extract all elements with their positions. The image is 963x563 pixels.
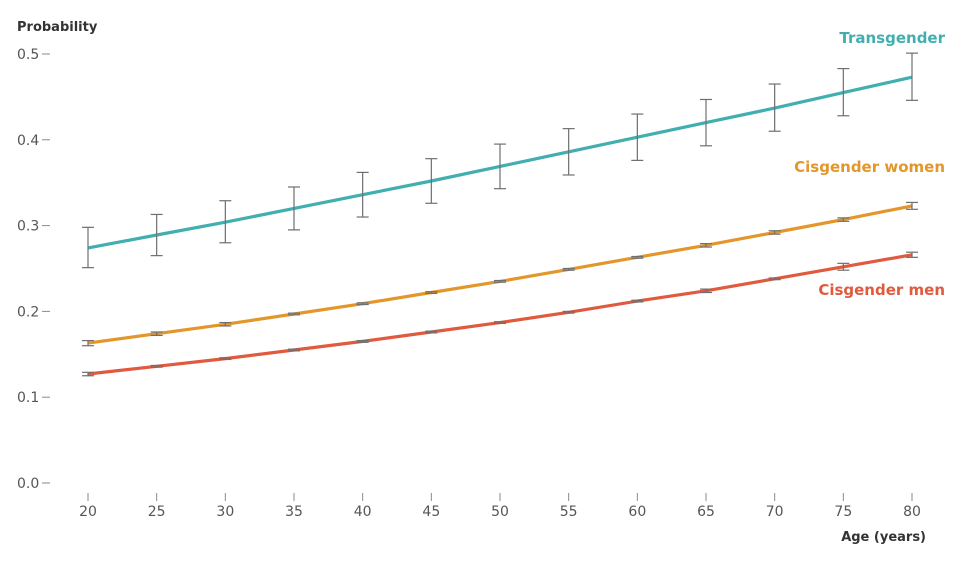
error-bar: [219, 321, 232, 327]
error-bar: [631, 113, 644, 161]
error-bar: [425, 158, 438, 204]
y-tick-label: 0.1: [17, 390, 39, 406]
series-label: Transgender: [839, 29, 945, 47]
error-bar: [906, 201, 918, 210]
error-bar: [494, 321, 506, 325]
error-bar: [82, 339, 94, 347]
y-tick-label: 0.4: [17, 133, 39, 149]
x-tick-label: 35: [285, 504, 303, 520]
error-bar: [768, 83, 781, 132]
error-bar: [288, 186, 300, 231]
error-bar: [82, 226, 94, 269]
error-bar: [219, 357, 232, 361]
error-bar: [906, 52, 918, 101]
error-bar: [425, 330, 438, 334]
error-bar: [837, 67, 850, 117]
x-tick-label: 20: [79, 504, 97, 520]
series-label: Cisgender women: [794, 158, 945, 176]
error-bar: [288, 312, 300, 316]
error-bar: [219, 200, 232, 244]
axes: 0.0 0.1 0.2 0.3 0.4 0.5 20 25 30 35 40 45 50 55 60 65 70…: [17, 47, 921, 520]
error-bar: [631, 255, 644, 259]
error-bar: [562, 128, 575, 176]
series-lines: [87, 75, 913, 376]
x-tick-label: 40: [354, 504, 372, 520]
x-tick-label: 45: [422, 504, 440, 520]
x-tick-label: 75: [834, 504, 852, 520]
error-bar: [150, 331, 163, 337]
error-bar: [631, 299, 644, 303]
error-bar: [150, 364, 163, 368]
error-bar: [562, 310, 575, 314]
error-bar: [150, 213, 163, 257]
error-bar: [837, 262, 850, 271]
x-tick-label: 55: [560, 504, 578, 520]
x-tick-label: 25: [148, 504, 166, 520]
y-tick-label: 0.3: [17, 219, 39, 235]
x-tick-label: 80: [903, 504, 921, 520]
error-bar: [837, 217, 850, 222]
x-tick-label: 65: [697, 504, 715, 520]
series-line: [87, 253, 913, 376]
error-bar: [906, 251, 918, 258]
error-bar: [288, 348, 300, 352]
y-tick-label: 0.2: [17, 304, 39, 320]
error-bar: [356, 171, 369, 218]
error-bar: [494, 143, 506, 190]
x-tick-label: 60: [628, 504, 646, 520]
y-tick-label: 0.5: [17, 47, 39, 63]
x-tick-label: 70: [766, 504, 784, 520]
series-label: Cisgender men: [818, 281, 945, 299]
x-tick-label: 30: [216, 504, 234, 520]
error-bar: [562, 267, 575, 271]
x-tick-label: 50: [491, 504, 509, 520]
error-bar: [494, 279, 506, 283]
error-bar: [82, 371, 94, 377]
error-bars: [82, 52, 918, 377]
error-bar: [768, 277, 781, 281]
error-bar: [356, 302, 369, 306]
y-tick-label: 0.0: [17, 476, 39, 492]
error-bar: [768, 230, 781, 235]
x-axis-title: Age (years): [841, 530, 926, 545]
series-labels: Transgender Cisgender women Cisgender men: [794, 29, 945, 299]
error-bar: [356, 339, 369, 343]
error-bar: [700, 243, 712, 248]
error-bar: [700, 288, 712, 294]
y-axis-title: Probability: [17, 20, 98, 35]
error-bar: [425, 291, 438, 294]
error-bar: [700, 98, 712, 147]
